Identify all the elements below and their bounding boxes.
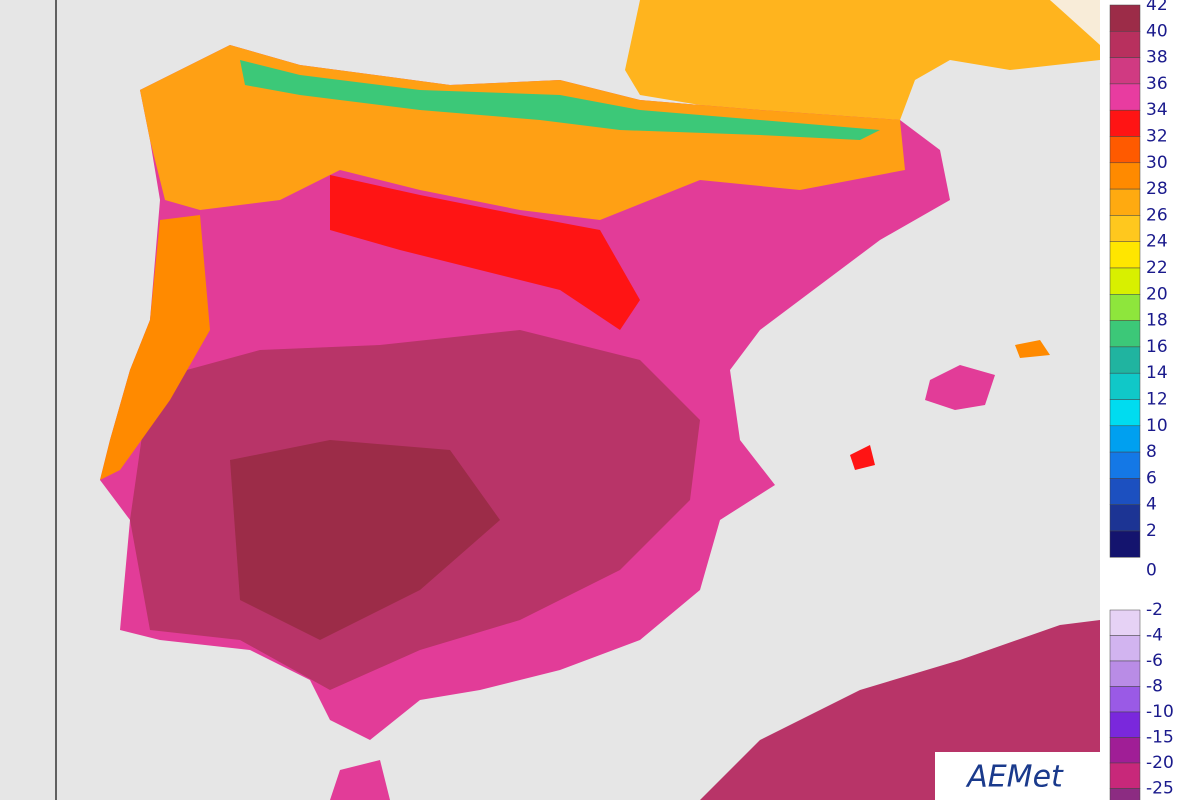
- legend-swatch: [1109, 162, 1141, 190]
- legend-swatch: [1109, 267, 1141, 295]
- legend-label: 32: [1146, 127, 1168, 147]
- legend-label: 2: [1146, 521, 1157, 541]
- legend-swatch: [1109, 320, 1141, 348]
- legend: 424038363432302826242220181614121086420-…: [1109, 0, 1174, 804]
- mallorca: [925, 365, 995, 410]
- west-coast: [100, 215, 210, 480]
- ibiza: [850, 445, 875, 470]
- menorca: [1015, 340, 1050, 358]
- legend-label: 0: [1146, 560, 1157, 580]
- legend-label: 8: [1146, 442, 1157, 462]
- legend-label: -8: [1146, 677, 1163, 697]
- legend-swatch: [1109, 346, 1141, 374]
- legend-label: 42: [1146, 0, 1168, 15]
- legend-label: -25: [1146, 779, 1174, 799]
- legend-label: 20: [1146, 284, 1168, 304]
- legend-label: 16: [1146, 337, 1168, 357]
- legend-label: 14: [1146, 363, 1168, 383]
- logo-box: [935, 752, 1100, 800]
- legend-label: 4: [1146, 495, 1157, 515]
- legend-swatch: [1109, 57, 1141, 85]
- legend-label: 24: [1146, 232, 1168, 252]
- legend-swatch: [1109, 399, 1141, 427]
- legend-swatch: [1109, 241, 1141, 269]
- legend-label: -4: [1146, 626, 1163, 646]
- legend-label: 18: [1146, 311, 1168, 331]
- legend-swatch: [1109, 609, 1141, 636]
- legend-swatch: [1109, 4, 1141, 32]
- legend-label: 12: [1146, 390, 1168, 410]
- legend-swatch: [1109, 660, 1141, 687]
- legend-label: -10: [1146, 702, 1174, 722]
- legend-label: 22: [1146, 258, 1168, 278]
- legend-label: 34: [1146, 100, 1168, 120]
- legend-swatch: [1109, 711, 1141, 738]
- legend-label: -15: [1146, 728, 1174, 748]
- legend-swatch: [1109, 188, 1141, 216]
- legend-label: 6: [1146, 468, 1157, 488]
- legend-swatch: [1109, 737, 1141, 764]
- legend-label: 28: [1146, 179, 1168, 199]
- land-outside: [1050, 0, 1100, 45]
- legend-label: 26: [1146, 205, 1168, 225]
- legend-label: -20: [1146, 753, 1174, 773]
- legend-label: -2: [1146, 600, 1163, 620]
- legend-swatch: [1109, 372, 1141, 400]
- legend-swatch: [1109, 31, 1141, 58]
- legend-swatch: [1109, 425, 1141, 453]
- africa-west: [330, 760, 390, 800]
- legend-label: 38: [1146, 48, 1168, 68]
- logo: AEMet: [965, 760, 1064, 795]
- hottest-area: [230, 440, 500, 640]
- legend-swatch: [1109, 109, 1141, 137]
- mountain-band: [240, 60, 880, 140]
- legend-label: 36: [1146, 74, 1168, 94]
- legend-swatch: [1109, 83, 1141, 111]
- legend-label: -6: [1146, 651, 1163, 671]
- legend-swatch: [1109, 215, 1141, 242]
- warm-band: [330, 175, 640, 330]
- legend-swatch: [1109, 686, 1141, 713]
- legend-label: 40: [1146, 21, 1168, 41]
- legend-swatch: [1109, 635, 1141, 662]
- legend-label: 10: [1146, 416, 1168, 436]
- legend-label: 30: [1146, 153, 1168, 173]
- legend-swatch: [1109, 788, 1141, 804]
- legend-swatch: [1109, 478, 1141, 505]
- legend-swatch: [1109, 762, 1141, 789]
- legend-swatch: [1109, 530, 1141, 558]
- legend-swatch: [1109, 451, 1141, 479]
- france: [625, 0, 1100, 120]
- legend-swatch: [1109, 294, 1141, 321]
- legend-swatch: [1109, 504, 1141, 532]
- legend-swatch: [1109, 136, 1141, 164]
